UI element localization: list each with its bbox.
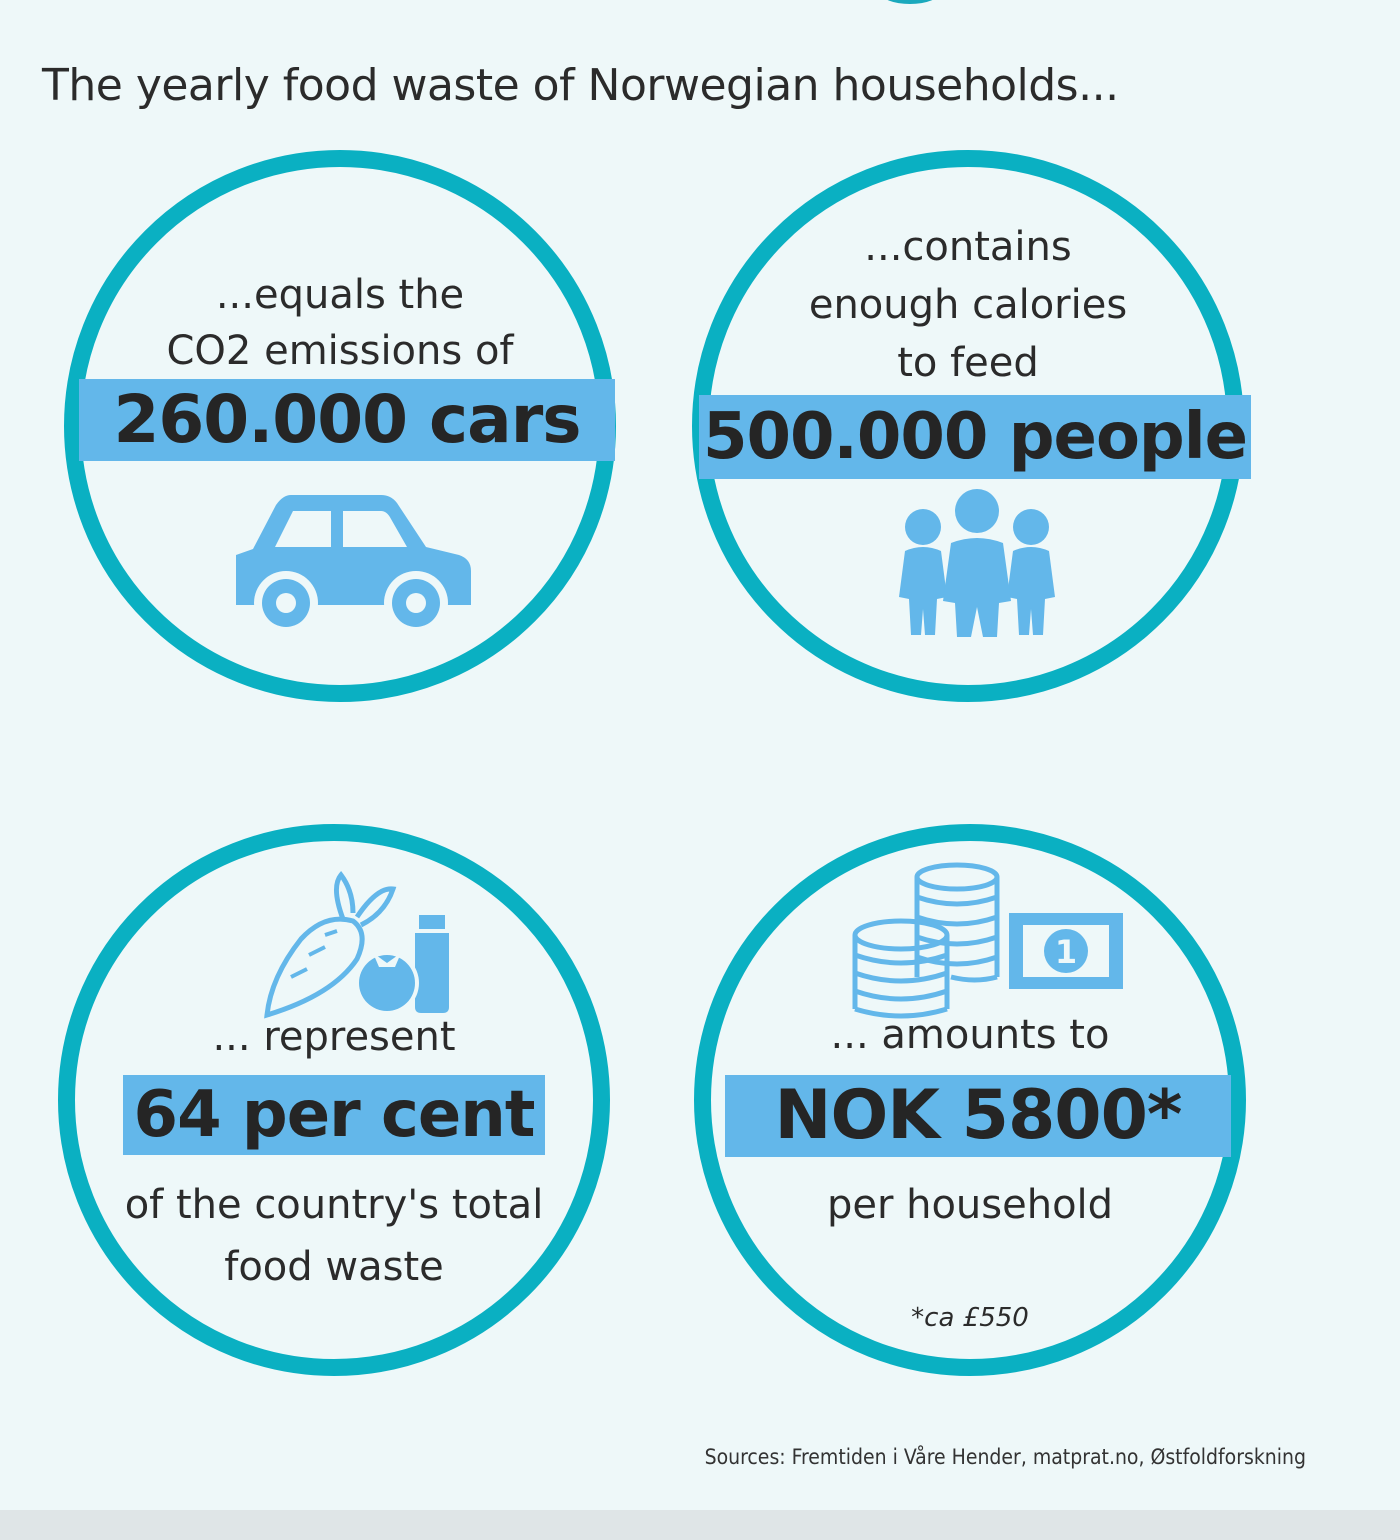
car-icon xyxy=(236,495,471,635)
percent-tail-line-1: of the country's total xyxy=(124,1182,544,1228)
people-lead-line-1: ...contains xyxy=(864,224,1072,270)
percent-highlight: 64 per cent xyxy=(123,1075,545,1155)
banknote-digit: 1 xyxy=(1055,933,1077,971)
page-title: The yearly food waste of Norwegian house… xyxy=(42,60,1119,111)
cars-lead-line-1: ...equals the xyxy=(215,272,465,318)
cars-highlight: 260.000 cars xyxy=(79,379,615,461)
money-highlight: NOK 5800* xyxy=(725,1075,1231,1157)
card-money: 1 ... amounts to NOK 5800* per household… xyxy=(694,824,1246,1376)
percent-lead-line-1: ... represent xyxy=(212,1014,456,1060)
money-lead-line-1: ... amounts to xyxy=(830,1012,1110,1058)
card-people: ...contains enough calories to feed 500.… xyxy=(692,150,1251,702)
family-icon xyxy=(899,489,1055,637)
groceries-icon xyxy=(264,870,449,1019)
top-decoration xyxy=(880,0,940,4)
bottom-band xyxy=(0,1510,1400,1540)
people-lead-line-2: enough calories xyxy=(808,282,1128,328)
coins-and-banknote-icon: 1 xyxy=(852,862,1123,1019)
sources-credit: Sources: Fremtiden i Våre Hender, matpra… xyxy=(704,1445,1306,1469)
card-percent: ... represent 64 per cent of the country… xyxy=(58,824,610,1376)
people-highlight: 500.000 people xyxy=(699,395,1251,479)
money-footnote: *ca £550 xyxy=(911,1303,1029,1333)
cars-lead-line-2: CO2 emissions of xyxy=(166,328,514,374)
money-tail-line-1: per household xyxy=(826,1182,1114,1228)
card-cars: ...equals the CO2 emissions of 260.000 c… xyxy=(64,150,616,702)
people-lead-line-3: to feed xyxy=(897,340,1039,386)
percent-tail-line-2: food waste xyxy=(224,1244,444,1290)
